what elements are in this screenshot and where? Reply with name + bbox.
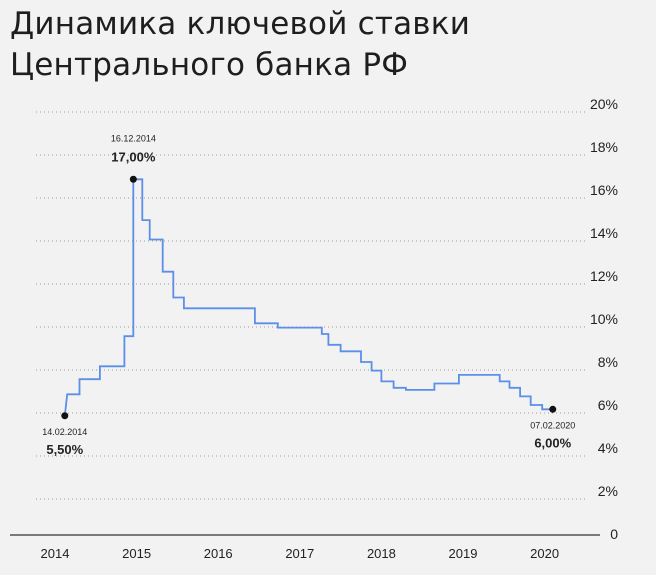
y-tick-label: 2%	[598, 483, 618, 499]
y-tick-label: 12%	[590, 268, 618, 284]
y-tick-label: 16%	[590, 182, 618, 198]
annotation-date: 16.12.2014	[111, 133, 156, 143]
rate-line	[63, 178, 553, 416]
annotation-dot	[129, 175, 137, 183]
y-tick-label: 20%	[590, 96, 618, 112]
x-tick-label: 2017	[285, 546, 314, 561]
y-tick-label: 14%	[590, 225, 618, 241]
chart-title-line-1: Динамика ключевой ставки	[10, 6, 471, 42]
chart-title: Динамика ключевой ставки Центрального ба…	[10, 4, 470, 86]
y-tick-label: 4%	[598, 440, 618, 456]
annotation-date: 14.02.2014	[42, 427, 87, 437]
chart-title-line-2: Центрального банка РФ	[10, 47, 409, 83]
annotation-dot	[549, 405, 557, 413]
y-tick-label: 18%	[590, 139, 618, 155]
annotation-value: 5,50%	[46, 442, 83, 457]
x-tick-label: 2015	[122, 546, 151, 561]
y-tick-label: 0	[610, 526, 618, 542]
x-tick-label: 2016	[204, 546, 233, 561]
y-tick-label: 6%	[598, 397, 618, 413]
y-tick-label: 8%	[598, 354, 618, 370]
annotation-value: 17,00%	[111, 149, 156, 164]
x-tick-label: 2019	[449, 546, 478, 561]
x-tick-label: 2018	[367, 546, 396, 561]
annotation-date: 07.02.2020	[530, 420, 575, 430]
y-tick-label: 10%	[590, 311, 618, 327]
annotation-dot	[61, 412, 69, 420]
x-tick-label: 2014	[41, 546, 70, 561]
annotation-value: 6,00%	[534, 435, 571, 450]
x-tick-label: 2020	[530, 546, 559, 561]
